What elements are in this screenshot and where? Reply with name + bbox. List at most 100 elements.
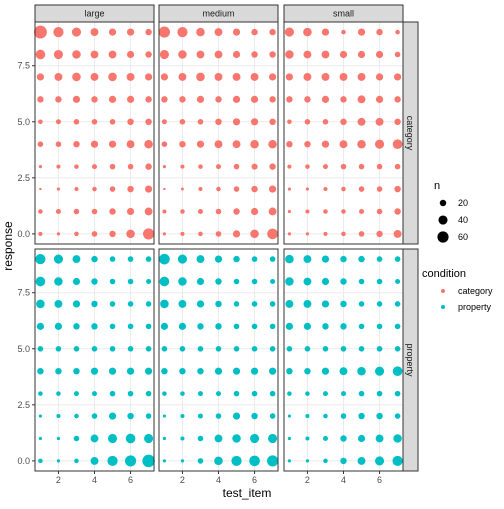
bubble <box>268 139 277 149</box>
bubble <box>303 277 312 286</box>
bubble <box>124 455 137 467</box>
legend-label: 20 <box>458 198 468 208</box>
bubble <box>196 27 205 37</box>
bubble <box>322 435 328 441</box>
bubble <box>196 300 205 308</box>
bubble <box>251 256 258 262</box>
bubble <box>251 185 258 193</box>
bubble <box>268 207 277 216</box>
bubble <box>215 278 222 285</box>
bubble <box>197 458 204 464</box>
bubble <box>74 413 79 419</box>
bubble <box>285 73 294 81</box>
x-tick-label: 6 <box>377 475 382 485</box>
bubble <box>180 164 185 169</box>
bubble <box>90 50 99 59</box>
bubble <box>322 164 328 170</box>
bubble <box>35 276 46 287</box>
bubble <box>73 391 79 397</box>
bubble <box>197 345 204 352</box>
legend-key <box>441 289 445 293</box>
bubble <box>71 27 82 37</box>
y-tick-label: 5.0 <box>17 117 30 127</box>
bubble <box>286 345 293 352</box>
bubble <box>73 435 80 442</box>
bubble <box>36 299 45 309</box>
bubble <box>72 255 81 264</box>
bubble <box>197 435 204 442</box>
y-tick-label: 2.5 <box>17 173 30 183</box>
bubble <box>375 434 384 443</box>
bubble <box>340 300 347 308</box>
bubble <box>303 322 312 330</box>
bubble <box>375 366 385 376</box>
bubble <box>287 232 292 236</box>
bubble <box>73 140 80 148</box>
bubble <box>143 228 155 240</box>
bubble <box>287 164 292 169</box>
bubble <box>126 207 135 216</box>
bubble <box>286 96 293 103</box>
bubble <box>127 412 134 420</box>
bubble <box>109 208 116 215</box>
bubble <box>322 118 329 125</box>
bubble <box>394 118 401 126</box>
bubble <box>269 301 276 307</box>
bubble <box>160 73 169 81</box>
legend-key <box>441 305 445 309</box>
bubble <box>178 72 187 81</box>
bubble <box>394 390 401 397</box>
bubble <box>215 300 222 308</box>
bubble <box>341 209 346 214</box>
bubble <box>91 413 98 419</box>
bubble <box>216 164 221 170</box>
x-tick-label: 2 <box>180 475 185 485</box>
bubble <box>287 414 292 418</box>
bubble <box>269 345 276 352</box>
bubble <box>340 457 347 465</box>
bubble <box>144 433 154 444</box>
bubble <box>375 117 384 126</box>
bubble <box>196 72 205 82</box>
bubble <box>56 414 61 419</box>
bubble <box>323 187 328 192</box>
bubble <box>394 51 401 58</box>
bubble <box>108 28 117 36</box>
bubble <box>358 323 365 330</box>
strip-label: medium <box>202 9 234 19</box>
bubble <box>107 455 118 467</box>
bubble <box>321 72 330 81</box>
bubble <box>197 413 203 419</box>
bubble <box>92 391 97 397</box>
bubble <box>214 456 223 466</box>
strip <box>402 21 419 245</box>
x-tick-label: 6 <box>128 475 133 485</box>
bubble <box>305 436 310 441</box>
bubble <box>127 256 134 262</box>
bubble <box>178 50 187 59</box>
bubble <box>287 459 292 463</box>
x-tick-label: 2 <box>305 475 310 485</box>
y-axis-title: response <box>1 221 15 271</box>
legend-label: property <box>458 302 492 312</box>
y-tick-label: 0.0 <box>17 456 30 466</box>
bubble <box>33 25 47 39</box>
bubble <box>109 390 116 397</box>
bubble <box>321 95 330 103</box>
bubble <box>162 459 167 463</box>
bubble <box>56 164 61 169</box>
bubble <box>303 27 312 37</box>
bubble <box>321 140 330 148</box>
bubble <box>178 299 187 308</box>
bubble <box>126 229 135 239</box>
bubble <box>215 231 222 237</box>
bubble <box>91 255 98 263</box>
strip <box>34 4 155 23</box>
bubble <box>109 186 116 192</box>
bubble <box>233 278 240 285</box>
bubble <box>394 301 401 307</box>
bubble <box>91 323 98 330</box>
bubble <box>269 96 276 103</box>
bubble <box>232 230 241 238</box>
bubble <box>74 458 79 464</box>
